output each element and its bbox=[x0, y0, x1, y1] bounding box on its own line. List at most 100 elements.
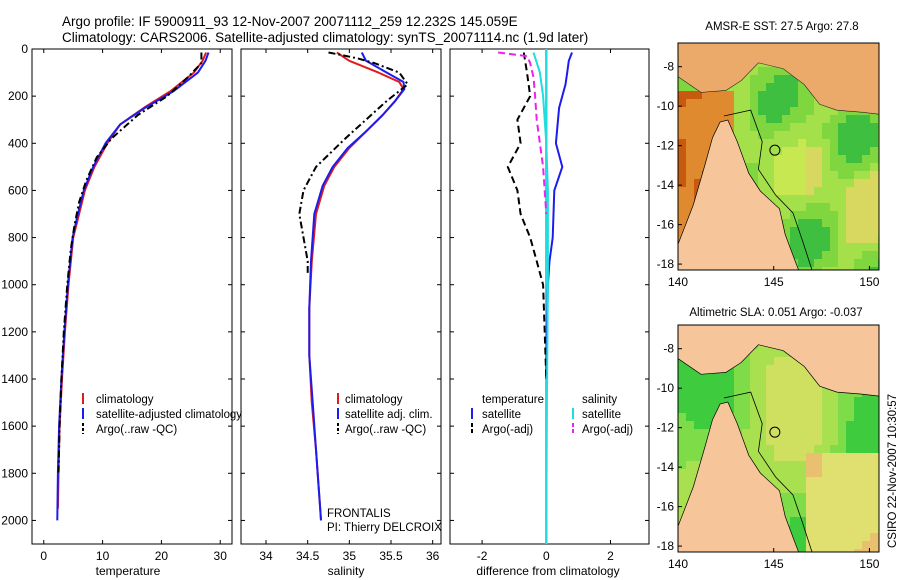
field-cell bbox=[870, 485, 878, 493]
sla-map-frame bbox=[677, 324, 880, 553]
field-cell bbox=[806, 445, 814, 453]
field-cell bbox=[710, 373, 718, 381]
field-cell bbox=[846, 195, 854, 203]
y-tick-label: -14 bbox=[657, 460, 675, 474]
field-cell bbox=[822, 267, 830, 270]
field-cell bbox=[862, 115, 870, 123]
figure-title-line1: Argo profile: IF 5900911_93 12-Nov-2007 … bbox=[62, 14, 518, 29]
field-cell bbox=[822, 147, 830, 155]
field-cell bbox=[790, 405, 798, 413]
field-cell bbox=[830, 421, 838, 429]
field-cell bbox=[742, 373, 750, 381]
field-cell bbox=[678, 91, 686, 99]
field-cell bbox=[846, 267, 854, 270]
field-cell bbox=[822, 179, 830, 187]
x-tick-label: 35 bbox=[343, 549, 357, 563]
field-cell bbox=[774, 163, 782, 171]
field-cell bbox=[798, 445, 806, 453]
field-cell bbox=[686, 437, 694, 445]
y-tick-label: -8 bbox=[663, 342, 674, 356]
field-cell bbox=[750, 437, 758, 445]
footer-timestamp: CSIRO 22-Nov-2007 10:30:57 bbox=[887, 394, 899, 548]
field-cell bbox=[838, 211, 846, 219]
field-cell bbox=[750, 445, 758, 453]
field-cell bbox=[694, 171, 702, 179]
sla-map-field bbox=[678, 325, 879, 552]
field-cell bbox=[830, 179, 838, 187]
field-cell bbox=[782, 437, 790, 445]
field-cell bbox=[838, 251, 846, 259]
field-cell bbox=[798, 477, 806, 485]
field-cell bbox=[798, 123, 806, 131]
field-cell bbox=[854, 131, 862, 139]
field-cell bbox=[694, 389, 702, 397]
field-cell bbox=[678, 389, 686, 397]
field-cell bbox=[742, 429, 750, 437]
field-cell bbox=[806, 381, 814, 389]
field-cell bbox=[758, 107, 766, 115]
field-cell bbox=[870, 123, 878, 131]
field-cell bbox=[790, 461, 798, 469]
field-cell bbox=[750, 349, 758, 357]
series-climatology bbox=[308, 51, 405, 521]
field-cell bbox=[742, 75, 750, 83]
field-cell bbox=[862, 445, 870, 453]
field-cell bbox=[830, 123, 838, 131]
field-cell bbox=[814, 437, 822, 445]
field-cell bbox=[814, 413, 822, 421]
field-cell bbox=[854, 461, 862, 469]
field-cell bbox=[798, 131, 806, 139]
field-cell bbox=[766, 163, 774, 171]
sla-map-axes: 140 145 150 -8 -10 -12 -14 -16 -18 bbox=[657, 342, 880, 571]
field-cell bbox=[806, 211, 814, 219]
y-tick-label: 1600 bbox=[1, 419, 28, 433]
field-cell bbox=[806, 251, 814, 259]
field-cell bbox=[798, 267, 806, 270]
field-cell bbox=[774, 357, 782, 365]
legend-label-satellite: satellite-adjusted climatology bbox=[96, 409, 242, 421]
field-cell bbox=[830, 219, 838, 227]
field-cell bbox=[862, 469, 870, 477]
field-cell bbox=[678, 509, 686, 517]
field-cell bbox=[678, 147, 686, 155]
field-cell bbox=[734, 91, 742, 99]
field-cell bbox=[838, 509, 846, 517]
field-cell bbox=[854, 517, 862, 525]
y-tick-label: -14 bbox=[657, 178, 675, 192]
field-cell bbox=[686, 453, 694, 461]
field-cell bbox=[822, 171, 830, 179]
field-cell bbox=[830, 549, 838, 552]
x-tick-label: 150 bbox=[859, 557, 879, 571]
field-cell bbox=[846, 163, 854, 171]
field-cell bbox=[846, 469, 854, 477]
field-cell bbox=[854, 397, 862, 405]
field-cell bbox=[798, 413, 806, 421]
field-cell bbox=[758, 155, 766, 163]
field-cell bbox=[870, 525, 878, 533]
field-cell bbox=[822, 421, 830, 429]
field-cell bbox=[870, 163, 878, 171]
field-cell bbox=[790, 139, 798, 147]
field-cell bbox=[702, 373, 710, 381]
field-cell bbox=[838, 163, 846, 171]
field-cell bbox=[870, 131, 878, 139]
field-cell bbox=[830, 501, 838, 509]
field-cell bbox=[766, 195, 774, 203]
field-cell bbox=[838, 389, 846, 397]
field-cell bbox=[854, 525, 862, 533]
field-cell bbox=[774, 421, 782, 429]
field-cell bbox=[830, 389, 838, 397]
field-cell bbox=[742, 123, 750, 131]
field-cell bbox=[750, 405, 758, 413]
field-cell bbox=[854, 477, 862, 485]
field-cell bbox=[774, 187, 782, 195]
field-cell bbox=[814, 227, 822, 235]
papua-new-guinea-land-tint bbox=[678, 43, 879, 115]
field-cell bbox=[790, 533, 798, 541]
field-cell bbox=[750, 131, 758, 139]
field-cell bbox=[686, 405, 694, 413]
field-cell bbox=[822, 509, 830, 517]
field-cell bbox=[678, 453, 686, 461]
field-cell bbox=[678, 485, 686, 493]
field-cell bbox=[702, 147, 710, 155]
